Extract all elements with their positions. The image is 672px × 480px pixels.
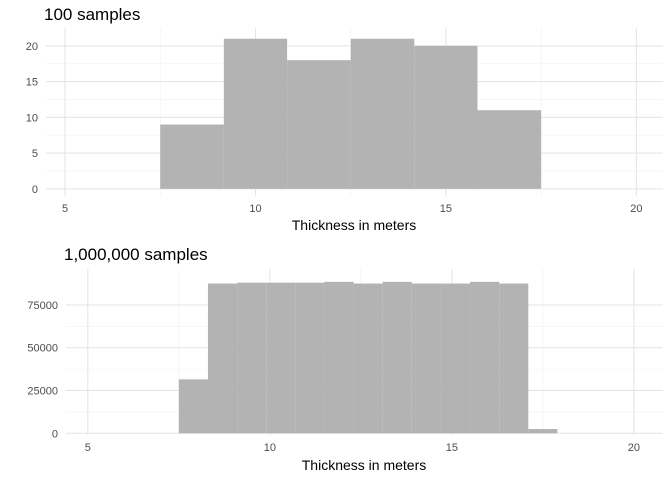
histogram-bar	[266, 282, 296, 434]
x-axis-label: Thickness in meters	[292, 217, 416, 233]
chart-title: 100 samples	[44, 5, 140, 24]
histogram-bar	[414, 45, 478, 189]
x-axis-label: Thickness in meters	[302, 457, 426, 473]
histogram-bar	[528, 429, 558, 434]
x-tick-label: 15	[440, 203, 452, 215]
histogram-bar	[160, 124, 224, 189]
y-tick-label: 0	[52, 428, 58, 440]
histogram-bar	[382, 281, 412, 434]
x-tick-label: 5	[85, 442, 91, 454]
histogram-bar	[470, 281, 500, 434]
histogram-bar	[499, 283, 529, 434]
histogram-bar	[237, 282, 267, 434]
histogram-panel-1000000-samples: 5 10 15 20 0 25000 50000 75000 1,000,000 sample…	[27, 245, 663, 473]
histogram-bar	[324, 281, 354, 434]
histogram-bar	[207, 283, 238, 434]
histogram-bar	[350, 38, 415, 189]
y-tick-label: 5	[32, 148, 38, 160]
histogram-bar	[353, 283, 383, 434]
histogram-bar	[223, 38, 288, 189]
y-tick-label: 25000	[27, 386, 58, 398]
histogram-bar	[295, 282, 325, 434]
x-tick-label: 10	[264, 442, 276, 454]
chart-title: 1,000,000 samples	[64, 245, 208, 264]
x-tick-label: 5	[62, 203, 68, 215]
x-tick-label: 10	[249, 203, 261, 215]
y-tick-label: 10	[26, 112, 38, 124]
histogram-panel-100-samples: 5 10 15 20 0 5 10 15 20 100 samples Thickness in…	[26, 5, 663, 233]
histogram-bar	[287, 60, 351, 189]
histogram-bar	[440, 283, 471, 434]
histogram-bar	[178, 379, 208, 434]
y-tick-label: 50000	[27, 343, 58, 355]
y-tick-label: 75000	[27, 300, 58, 312]
histogram-bar	[411, 283, 441, 434]
x-tick-label: 20	[628, 442, 640, 454]
y-tick-label: 15	[26, 77, 38, 89]
x-tick-label: 15	[446, 442, 458, 454]
y-tick-label: 20	[26, 41, 38, 53]
y-tick-label: 0	[32, 184, 38, 196]
x-tick-label: 20	[630, 203, 642, 215]
histogram-bar	[477, 110, 542, 189]
